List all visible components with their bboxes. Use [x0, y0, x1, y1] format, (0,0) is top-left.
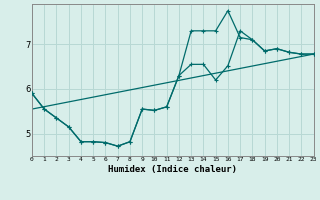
X-axis label: Humidex (Indice chaleur): Humidex (Indice chaleur)	[108, 165, 237, 174]
